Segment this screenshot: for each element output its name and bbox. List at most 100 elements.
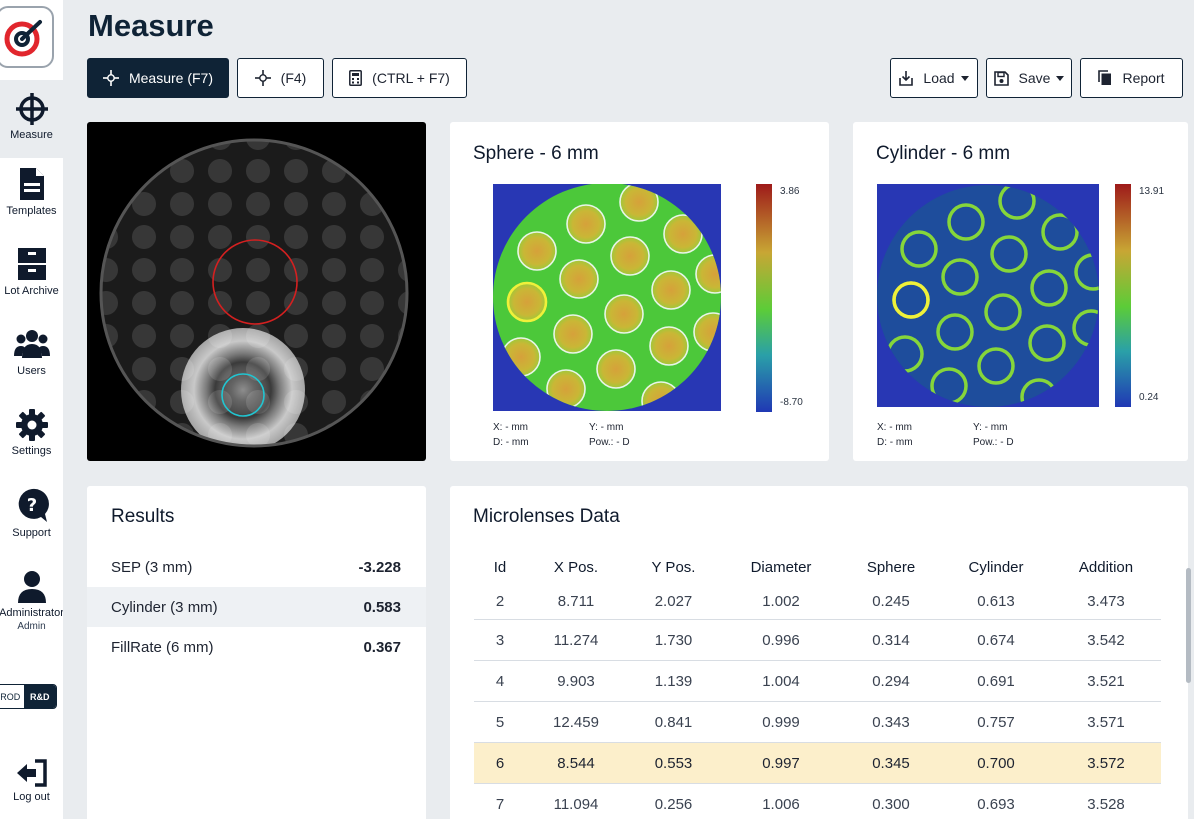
interferogram-image [99, 138, 409, 448]
table-cell: 0.700 [977, 754, 1015, 772]
result-value: 0.583 [363, 598, 401, 616]
result-label: Cylinder (3 mm) [111, 598, 218, 616]
header-sphere[interactable]: Sphere [866, 558, 916, 576]
table-cell: 1.004 [762, 672, 800, 690]
cylinder-y: Y: - mm [973, 422, 1008, 433]
table-cell: 0.343 [872, 713, 910, 731]
table-cell: 8.544 [557, 754, 595, 772]
cylinder-x: X: - mm [877, 422, 912, 433]
table-row[interactable]: 7 11.094 0.256 1.006 0.300 0.693 3.528 [474, 784, 1161, 819]
table-cell: 0.294 [872, 672, 910, 690]
document-icon [19, 168, 44, 200]
nav-measure-label: Measure [10, 129, 53, 141]
measure-zone-circle [212, 239, 298, 325]
table-row[interactable]: 3 11.274 1.730 0.996 0.314 0.674 3.542 [474, 620, 1161, 661]
cylinder-map[interactable] [877, 184, 1099, 407]
calculate-button-label: (CTRL + F7) [372, 70, 450, 86]
mode-rd[interactable]: R&D [23, 685, 56, 708]
table-scrollbar[interactable] [1186, 568, 1191, 683]
header-diameter[interactable]: Diameter [750, 558, 812, 576]
table-cell: 7 [495, 795, 505, 813]
table-cell: 3.571 [1087, 713, 1125, 731]
calculate-button[interactable]: (CTRL + F7) [332, 58, 467, 98]
table-header: Id X Pos. Y Pos. Diameter Sphere Cylinde… [474, 550, 1161, 584]
nav-lot-archive-label: Lot Archive [4, 285, 59, 297]
sphere-cb-max: 3.86 [780, 186, 800, 197]
center-zone-circle [221, 373, 265, 417]
gear-icon [15, 409, 48, 441]
table-cell: 11.274 [553, 631, 599, 649]
header-y-pos[interactable]: Y Pos. [651, 558, 696, 576]
nav-logout[interactable]: Log out [0, 758, 63, 803]
cylinder-cb-max: 13.91 [1139, 186, 1165, 197]
table-cell: 1.002 [762, 593, 800, 610]
table-cell: 0.841 [654, 713, 693, 731]
svg-text:?: ? [26, 495, 36, 516]
mode-toggle[interactable]: PROD R&D [0, 684, 57, 709]
sphere-cb-min: -8.70 [780, 397, 803, 408]
app-logo [0, 6, 54, 68]
sphere-y: Y: - mm [589, 422, 624, 433]
table-row[interactable]: 6 8.544 0.553 0.997 0.345 0.700 3.572 [474, 743, 1161, 784]
download-icon [899, 71, 914, 86]
archive-icon [17, 248, 46, 280]
sphere-pow: Pow.: - D [589, 437, 630, 448]
report-button[interactable]: Report [1080, 58, 1183, 98]
nav-logout-label: Log out [13, 791, 50, 803]
table-cell: 5 [495, 713, 505, 731]
mode-prod[interactable]: PROD [0, 685, 24, 708]
results-title: Results [111, 506, 175, 527]
nav-users-label: Users [17, 365, 46, 377]
table-cell: 3.542 [1087, 631, 1125, 649]
copy-document-icon [1098, 70, 1112, 85]
nav-settings-label: Settings [11, 445, 52, 457]
save-button[interactable]: Save [986, 58, 1072, 98]
crosshair-button-label: (F4) [280, 70, 307, 86]
nav-user-profile[interactable]: Administrator Admin [0, 570, 63, 632]
table-cell: 6 [495, 754, 505, 772]
sphere-title: Sphere - 6 mm [473, 143, 599, 164]
header-addition[interactable]: Addition [1078, 558, 1134, 576]
question-bubble-icon: ? [18, 488, 49, 522]
header-id[interactable]: Id [493, 558, 507, 576]
sphere-d: D: - mm [493, 437, 529, 448]
cylinder-cb-min: 0.24 [1139, 392, 1159, 403]
header-cylinder[interactable]: Cylinder [968, 558, 1024, 576]
chevron-down-icon [960, 75, 969, 81]
table-row[interactable]: 5 12.459 0.841 0.999 0.343 0.757 3.571 [474, 702, 1161, 743]
table-cell: 2.027 [654, 593, 693, 610]
cylinder-pow: Pow.: - D [973, 437, 1014, 448]
table-cell: 0.757 [977, 713, 1015, 731]
crosshair-icon [102, 70, 119, 86]
result-label: SEP (3 mm) [111, 558, 193, 576]
cylinder-title: Cylinder - 6 mm [876, 143, 1011, 164]
calculator-icon [349, 70, 363, 86]
result-value: 0.367 [363, 638, 401, 656]
header-x-pos[interactable]: X Pos. [553, 558, 599, 576]
cylinder-heatmap [877, 185, 1099, 407]
table-cell: 11.094 [553, 795, 599, 813]
nav-templates[interactable]: Templates [0, 166, 63, 217]
nav-lot-archive[interactable]: Lot Archive [0, 246, 63, 297]
table-row[interactable]: 2 8.711 2.027 1.002 0.245 0.613 3.473 [474, 584, 1161, 620]
table-row[interactable]: 4 9.903 1.139 1.004 0.294 0.691 3.521 [474, 661, 1161, 702]
sphere-card: Sphere - 6 mm [450, 122, 829, 461]
load-button[interactable]: Load [890, 58, 978, 98]
nav-users[interactable]: Users [0, 328, 63, 377]
table-cell: 0.256 [654, 795, 693, 813]
table-cell: 1.139 [654, 672, 693, 690]
logo-icon [4, 20, 42, 57]
sphere-map[interactable] [493, 184, 721, 411]
nav-measure[interactable]: Measure [0, 80, 63, 158]
nav-settings[interactable]: Settings [0, 408, 63, 457]
measure-button[interactable]: Measure (F7) [87, 58, 229, 98]
crosshair-icon [15, 93, 48, 125]
table-cell: 3.521 [1087, 672, 1125, 690]
nav-support[interactable]: ? Support [0, 488, 63, 539]
nav-support-label: Support [12, 527, 51, 539]
floppy-disk-icon [993, 70, 1009, 86]
crosshair-button[interactable]: (F4) [237, 58, 324, 98]
camera-view[interactable] [87, 122, 426, 461]
sphere-heatmap [493, 184, 721, 411]
user-icon [17, 571, 46, 603]
